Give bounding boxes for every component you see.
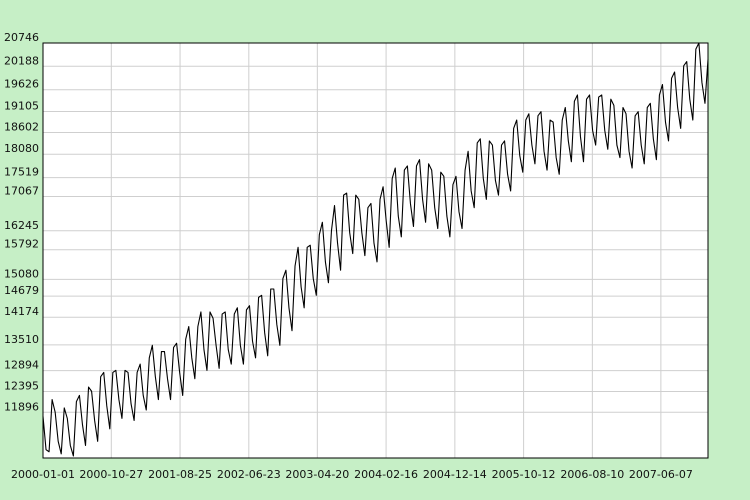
y-tick-label: 17067 <box>4 185 39 198</box>
y-tick-label: 14174 <box>4 305 39 318</box>
x-axis-ticks: 2000-01-01 2000-10-27 2001-08-25 2002-06-23… <box>11 468 693 481</box>
y-tick-label: 16245 <box>4 219 39 232</box>
y-tick-label: 11896 <box>4 400 39 413</box>
y-axis-ticks: 20746 20188 19626 19105 18602 18080 17519 17067… <box>4 31 39 413</box>
y-tick-label: 20188 <box>4 54 39 67</box>
x-tick-label: 2001-08-25 <box>148 468 212 481</box>
y-tick-label: 18080 <box>4 142 39 155</box>
y-tick-label: 19626 <box>4 78 39 91</box>
x-tick-label: 2004-02-16 <box>354 468 418 481</box>
x-tick-label: 2003-04-20 <box>285 468 349 481</box>
x-tick-label: 2005-10-12 <box>492 468 556 481</box>
y-tick-label: 20746 <box>4 31 39 44</box>
y-tick-label: 12395 <box>4 379 39 392</box>
y-tick-label: 14679 <box>4 284 39 297</box>
plot-border <box>42 42 709 459</box>
y-tick-label: 12894 <box>4 359 39 372</box>
x-tick-label: 2004-12-14 <box>423 468 487 481</box>
y-tick-label: 19105 <box>4 99 39 112</box>
y-tick-label: 17519 <box>4 166 39 179</box>
x-tick-label: 2000-10-27 <box>79 468 143 481</box>
y-tick-label: 18602 <box>4 120 39 133</box>
y-tick-label: 15792 <box>4 238 39 251</box>
x-tick-label: 2006-08-10 <box>560 468 624 481</box>
x-tick-label: 2007-06-07 <box>629 468 693 481</box>
y-tick-label: 13510 <box>4 333 39 346</box>
x-tick-label: 2000-01-01 <box>11 468 75 481</box>
x-tick-label: 2002-06-23 <box>217 468 281 481</box>
series-line <box>42 42 709 457</box>
data-series <box>42 42 709 457</box>
y-tick-label: 15080 <box>4 267 39 280</box>
